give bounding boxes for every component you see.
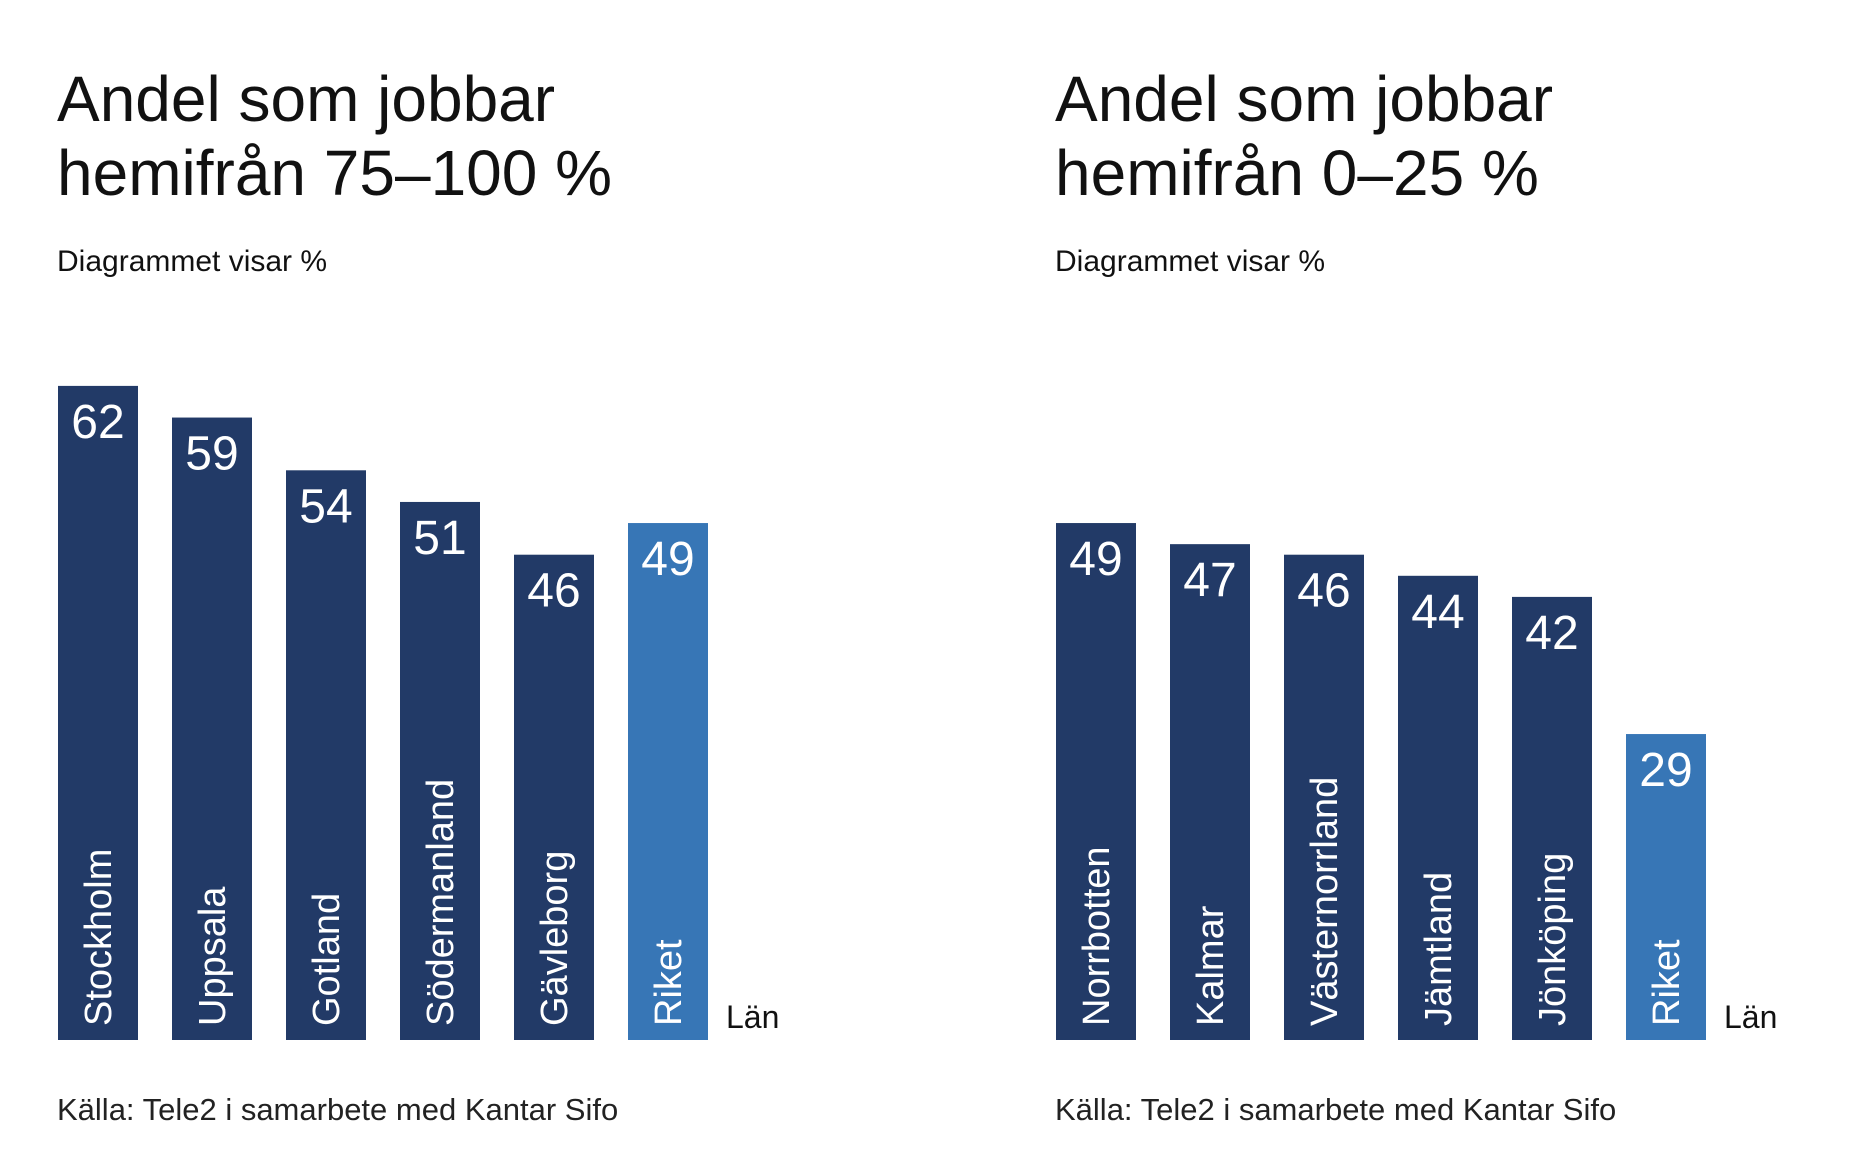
bar-value-label: 49 [641, 533, 694, 586]
bar-category-label: Västernorrland [1304, 777, 1346, 1026]
bar-value-label: 54 [299, 480, 352, 533]
bar-category-label: Jönköping [1532, 853, 1574, 1026]
bar-jämtland [1398, 575, 1478, 1040]
bar-value-label: 59 [185, 428, 238, 481]
bar-gotland [286, 470, 366, 1040]
chart-title: Andel som jobbar hemifrån 75–100 % [57, 63, 613, 209]
bar-value-label: 62 [71, 396, 124, 449]
bar-value-label: 51 [413, 512, 466, 565]
bar-gävleborg [514, 554, 594, 1040]
bar-value-label: 46 [1297, 565, 1350, 618]
bar-stockholm [58, 385, 138, 1040]
bar-kalmar [1170, 544, 1250, 1040]
bar-category-label: Riket [648, 939, 690, 1026]
bar-value-label: 42 [1525, 607, 1578, 660]
bar-chart: 49 Norrbotten 47 Kalmar 46 Västernorrland 44 Jä… [1056, 523, 1777, 1040]
bar-category-label: Norrbotten [1076, 846, 1118, 1026]
bar-category-label: Gävleborg [534, 851, 576, 1026]
bar-category-label: Jämtland [1418, 872, 1460, 1026]
chart-title: Andel som jobbar hemifrån 0–25 % [1055, 63, 1554, 209]
x-axis-label: Län [726, 999, 779, 1035]
bar-södermanland [400, 501, 480, 1040]
bar-riket [1626, 734, 1706, 1040]
chart-subtitle: Diagrammet visar % [1055, 245, 1326, 278]
bar-riket [628, 523, 708, 1040]
chart-source: Källa: Tele2 i samarbete med Kantar Sifo [57, 1092, 619, 1127]
bar-category-label: Gotland [306, 893, 348, 1026]
bar-value-label: 29 [1639, 744, 1692, 797]
bar-value-label: 44 [1411, 586, 1464, 639]
bar-value-label: 49 [1069, 533, 1122, 586]
chart-source: Källa: Tele2 i samarbete med Kantar Sifo [1055, 1092, 1617, 1127]
x-axis-label: Län [1724, 999, 1777, 1035]
bar-category-label: Södermanland [420, 779, 462, 1026]
chart-panel-right: Andel som jobbar hemifrån 0–25 % Diagram… [998, 0, 1858, 1176]
bar-value-label: 46 [527, 565, 580, 618]
bar-uppsala [172, 417, 252, 1040]
bar-västernorrland [1284, 554, 1364, 1040]
bar-category-label: Riket [1646, 939, 1688, 1026]
bar-value-label: 47 [1183, 554, 1236, 607]
bar-chart: 62 Stockholm 59 Uppsala 54 Gotland 51 Södermanl… [58, 385, 779, 1040]
bar-category-label: Kalmar [1190, 905, 1232, 1026]
bar-category-label: Uppsala [192, 886, 234, 1026]
chart-panel-left: Andel som jobbar hemifrån 75–100 % Diagr… [0, 0, 900, 1176]
bar-norrbotten [1056, 523, 1136, 1040]
bar-jönköping [1512, 596, 1592, 1040]
chart-subtitle: Diagrammet visar % [57, 245, 328, 278]
bar-category-label: Stockholm [78, 849, 120, 1026]
